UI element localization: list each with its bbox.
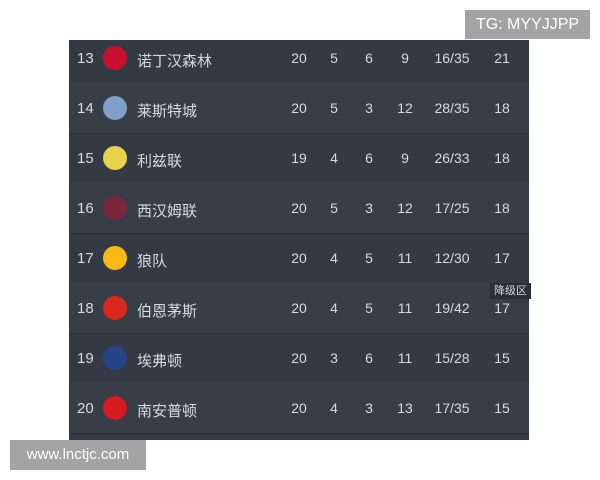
won-cell: 3 <box>330 350 338 366</box>
points-cell: 17 <box>494 250 510 266</box>
site-watermark: www.lnctjc.com <box>10 440 146 470</box>
rank: 20 <box>77 400 94 417</box>
lost-cell: 9 <box>401 150 409 166</box>
lost-cell: 11 <box>397 350 413 366</box>
rank: 18 <box>77 300 94 317</box>
won-cell: 5 <box>330 100 338 116</box>
played-cell: 20 <box>291 100 307 116</box>
played-cell: 19 <box>291 150 307 166</box>
team-logo-icon <box>103 46 127 70</box>
team-name: 南安普顿 <box>137 403 198 420</box>
drawn-cell: 5 <box>365 300 373 316</box>
played-cell: 20 <box>291 50 307 66</box>
table-row[interactable]: 18 伯恩茅斯 20 4 5 11 19/42 17 <box>69 283 529 334</box>
team-logo-icon <box>103 146 127 170</box>
goals-cell: 16/35 <box>434 50 470 66</box>
team-logo-icon <box>103 396 127 420</box>
drawn-cell: 3 <box>365 400 373 416</box>
lost-cell: 9 <box>401 50 409 66</box>
team-logo-icon <box>103 246 127 270</box>
goals-cell: 17/35 <box>434 400 470 416</box>
rank: 13 <box>77 50 94 67</box>
points-cell: 21 <box>494 50 510 66</box>
goals-cell: 17/25 <box>434 200 470 216</box>
won-cell: 5 <box>330 50 338 66</box>
team-logo-icon <box>103 196 127 220</box>
team-name: 莱斯特城 <box>137 103 198 120</box>
points-cell: 17 <box>494 300 510 316</box>
played-cell: 20 <box>291 250 307 266</box>
goals-cell: 12/30 <box>434 250 470 266</box>
drawn-cell: 3 <box>365 200 373 216</box>
team-logo-icon <box>103 346 127 370</box>
won-cell: 4 <box>330 300 338 316</box>
table-row[interactable]: 15 利兹联 19 4 6 9 26/33 18 <box>69 133 529 184</box>
goals-cell: 28/35 <box>434 100 470 116</box>
lost-cell: 13 <box>397 400 413 416</box>
lost-cell: 12 <box>397 200 413 216</box>
points-cell: 18 <box>494 100 510 116</box>
standings-table: 13 诺丁汉森林 20 5 6 9 16/35 21 14 莱斯特城 20 5 3 12 28/35 18 15… <box>69 40 529 440</box>
table-row[interactable]: 19 埃弗顿 20 3 6 11 15/28 15 <box>69 333 529 384</box>
points-cell: 15 <box>494 400 510 416</box>
rank: 17 <box>77 250 94 267</box>
team-name: 西汉姆联 <box>137 203 198 220</box>
goals-cell: 19/42 <box>434 300 470 316</box>
team-name: 诺丁汉森林 <box>137 53 213 70</box>
team-logo-icon <box>103 296 127 320</box>
played-cell: 20 <box>291 200 307 216</box>
drawn-cell: 5 <box>365 250 373 266</box>
lost-cell: 12 <box>397 100 413 116</box>
points-cell: 18 <box>494 150 510 166</box>
table-row[interactable]: 13 诺丁汉森林 20 5 6 9 16/35 21 <box>69 40 529 84</box>
drawn-cell: 6 <box>365 50 373 66</box>
drawn-cell: 6 <box>365 350 373 366</box>
rank: 19 <box>77 350 94 367</box>
won-cell: 5 <box>330 200 338 216</box>
table-row[interactable]: 14 莱斯特城 20 5 3 12 28/35 18 <box>69 83 529 134</box>
rank: 14 <box>77 100 94 117</box>
team-logo-icon <box>103 96 127 120</box>
won-cell: 4 <box>330 250 338 266</box>
rank: 16 <box>77 200 94 217</box>
team-name: 埃弗顿 <box>137 353 183 370</box>
lost-cell: 11 <box>397 250 413 266</box>
table-row[interactable]: 16 西汉姆联 20 5 3 12 17/25 18 <box>69 183 529 234</box>
team-name: 利兹联 <box>137 153 183 170</box>
rank: 15 <box>77 150 94 167</box>
table-row[interactable]: 20 南安普顿 20 4 3 13 17/35 15 <box>69 383 529 434</box>
goals-cell: 26/33 <box>434 150 470 166</box>
drawn-cell: 3 <box>365 100 373 116</box>
goals-cell: 15/28 <box>434 350 470 366</box>
points-cell: 15 <box>494 350 510 366</box>
won-cell: 4 <box>330 400 338 416</box>
lost-cell: 11 <box>397 300 413 316</box>
played-cell: 20 <box>291 400 307 416</box>
tg-watermark: TG: MYYJJPP <box>465 10 590 39</box>
drawn-cell: 6 <box>365 150 373 166</box>
table-row[interactable]: 17 狼队 20 4 5 11 12/30 17 <box>69 233 529 284</box>
won-cell: 4 <box>330 150 338 166</box>
played-cell: 20 <box>291 300 307 316</box>
points-cell: 18 <box>494 200 510 216</box>
team-name: 狼队 <box>137 253 168 270</box>
played-cell: 20 <box>291 350 307 366</box>
relegation-zone-label: 降级区 <box>490 283 531 299</box>
team-name: 伯恩茅斯 <box>137 303 198 320</box>
